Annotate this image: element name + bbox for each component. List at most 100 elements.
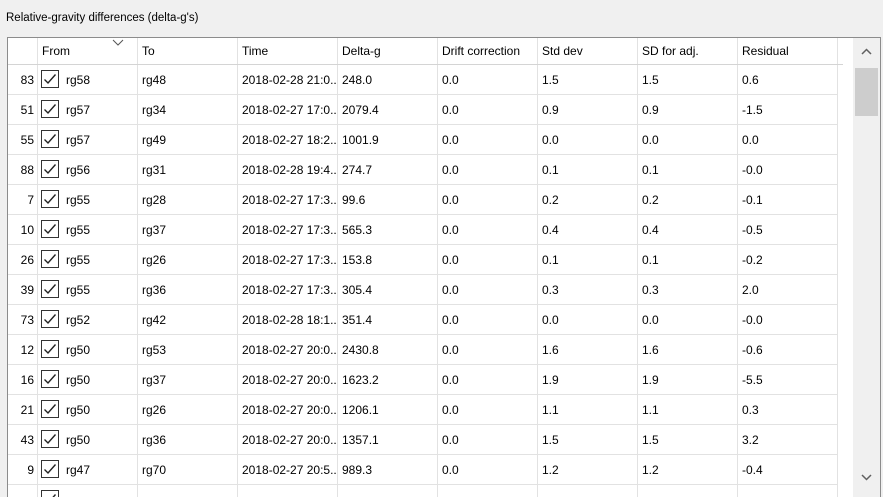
chevron-up-icon[interactable] xyxy=(853,40,880,64)
cell-drift-correction[interactable]: 0.0 xyxy=(438,155,538,185)
table-row[interactable]: 21 rg50 rg26 2018-02-27 20:0... 1206.1 0.0 1.1… xyxy=(8,395,843,425)
cell-to[interactable]: rg26 xyxy=(138,395,238,425)
table-row[interactable]: 73 rg52 rg42 2018-02-28 18:1... 351.4 0.0 0.0 0… xyxy=(8,305,843,335)
cell-drift-correction[interactable]: 0.0 xyxy=(438,125,538,155)
table-row[interactable]: 12 rg50 rg53 2018-02-27 20:0... 2430.8 0.0 1.6… xyxy=(8,335,843,365)
cell-time[interactable]: 2018-02-27 20:0... xyxy=(238,335,338,365)
cell-drift-correction[interactable]: 0.0 xyxy=(438,275,538,305)
cell-std-dev[interactable]: 0.2 xyxy=(538,185,638,215)
cell-sd-for-adj[interactable]: 0.4 xyxy=(638,215,738,245)
column-header-sd-for-adj[interactable]: SD for adj. xyxy=(638,38,738,64)
enabled-checkbox[interactable] xyxy=(41,310,59,328)
cell-sd-for-adj[interactable]: 1.6 xyxy=(638,335,738,365)
cell-delta-g[interactable]: 248.0 xyxy=(338,65,438,95)
cell-std-dev[interactable]: 0.1 xyxy=(538,155,638,185)
cell-to[interactable]: rg31 xyxy=(138,155,238,185)
cell-residual[interactable]: -5.5 xyxy=(738,365,838,395)
column-header-std-dev[interactable]: Std dev xyxy=(538,38,638,64)
enabled-checkbox[interactable] xyxy=(41,220,59,238)
cell-from[interactable]: rg52 xyxy=(38,305,138,335)
table-row[interactable]: 16 rg50 rg37 2018-02-27 20:0... 1623.2 0.0 1.9… xyxy=(8,365,843,395)
cell-drift-correction[interactable]: 0.0 xyxy=(438,215,538,245)
row-number[interactable]: 39 xyxy=(8,275,38,305)
cell-time[interactable]: 2018-02-27 17:3... xyxy=(238,215,338,245)
table-row[interactable]: 10 rg55 rg37 2018-02-27 17:3... 565.3 0.0 0.4 0… xyxy=(8,215,843,245)
cell-residual[interactable]: -0.5 xyxy=(738,215,838,245)
cell-time[interactable]: 2018-02-27 17:3... xyxy=(238,275,338,305)
cell-to[interactable]: rg34 xyxy=(138,95,238,125)
cell-sd-for-adj[interactable]: 1.5 xyxy=(638,425,738,455)
chevron-down-icon[interactable] xyxy=(853,466,880,490)
cell-to[interactable]: rg48 xyxy=(138,65,238,95)
cell-sd-for-adj[interactable]: 0.1 xyxy=(638,245,738,275)
cell-from[interactable]: rg47 xyxy=(38,455,138,485)
row-number[interactable]: 51 xyxy=(8,95,38,125)
cell-residual[interactable]: -0.4 xyxy=(738,455,838,485)
cell-delta-g[interactable]: 989.3 xyxy=(338,455,438,485)
cell-from[interactable]: rg57 xyxy=(38,95,138,125)
enabled-checkbox[interactable] xyxy=(41,430,59,448)
cell-delta-g[interactable]: 99.6 xyxy=(338,185,438,215)
cell-from[interactable]: rg58 xyxy=(38,65,138,95)
cell-residual[interactable]: -0.6 xyxy=(738,335,838,365)
cell-time[interactable]: 2018-02-28 19:4... xyxy=(238,155,338,185)
cell-residual[interactable]: 0.6 xyxy=(738,65,838,95)
cell-from[interactable]: rg50 xyxy=(38,365,138,395)
cell-delta-g[interactable]: 2430.8 xyxy=(338,335,438,365)
cell-drift-correction[interactable]: 0.0 xyxy=(438,305,538,335)
cell-sd-for-adj[interactable]: 0.2 xyxy=(638,185,738,215)
enabled-checkbox[interactable] xyxy=(41,400,59,418)
cell-to[interactable]: rg36 xyxy=(138,275,238,305)
cell-sd-for-adj[interactable]: 1.2 xyxy=(638,455,738,485)
row-number[interactable]: 83 xyxy=(8,65,38,95)
cell-time[interactable]: 2018-02-27 20:0... xyxy=(238,365,338,395)
enabled-checkbox[interactable] xyxy=(41,460,59,478)
cell-std-dev[interactable] xyxy=(538,485,638,497)
enabled-checkbox[interactable] xyxy=(41,100,59,118)
cell-delta-g[interactable]: 2079.4 xyxy=(338,95,438,125)
enabled-checkbox[interactable] xyxy=(41,70,59,88)
cell-sd-for-adj[interactable]: 1.5 xyxy=(638,65,738,95)
cell-drift-correction[interactable]: 0.0 xyxy=(438,335,538,365)
row-number[interactable]: 10 xyxy=(8,215,38,245)
row-number[interactable]: 55 xyxy=(8,125,38,155)
row-number[interactable]: 9 xyxy=(8,455,38,485)
cell-std-dev[interactable]: 1.9 xyxy=(538,365,638,395)
cell-delta-g[interactable]: 1001.9 xyxy=(338,125,438,155)
cell-std-dev[interactable]: 1.5 xyxy=(538,425,638,455)
cell-from[interactable]: rg50 xyxy=(38,425,138,455)
cell-residual[interactable]: -0.0 xyxy=(738,155,838,185)
cell-std-dev[interactable]: 0.3 xyxy=(538,275,638,305)
cell-residual[interactable]: -0.1 xyxy=(738,185,838,215)
cell-sd-for-adj[interactable]: 0.3 xyxy=(638,275,738,305)
cell-to[interactable]: rg28 xyxy=(138,185,238,215)
cell-time[interactable]: 2018-02-28 21:0... xyxy=(238,65,338,95)
cell-delta-g[interactable]: 565.3 xyxy=(338,215,438,245)
row-number[interactable]: 12 xyxy=(8,335,38,365)
cell-drift-correction[interactable]: 0.0 xyxy=(438,185,538,215)
cell-from[interactable]: rg56 xyxy=(38,155,138,185)
row-number[interactable]: 88 xyxy=(8,155,38,185)
table-row[interactable]: 88 rg56 rg31 2018-02-28 19:4... 274.7 0.0 0.1 0… xyxy=(8,155,843,185)
cell-sd-for-adj[interactable]: 1.9 xyxy=(638,365,738,395)
cell-to[interactable] xyxy=(138,485,238,497)
column-header-delta-g[interactable]: Delta-g xyxy=(338,38,438,64)
cell-to[interactable]: rg42 xyxy=(138,305,238,335)
enabled-checkbox[interactable] xyxy=(41,340,59,358)
cell-to[interactable]: rg26 xyxy=(138,245,238,275)
cell-from[interactable]: rg55 xyxy=(38,215,138,245)
cell-time[interactable]: 2018-02-27 17:0... xyxy=(238,95,338,125)
cell-from[interactable]: rg50 xyxy=(38,335,138,365)
cell-delta-g[interactable] xyxy=(338,485,438,497)
cell-std-dev[interactable]: 1.6 xyxy=(538,335,638,365)
table-row[interactable]: 26 rg55 rg26 2018-02-27 17:3... 153.8 0.0 0.1 0… xyxy=(8,245,843,275)
cell-drift-correction[interactable] xyxy=(438,485,538,497)
cell-residual[interactable]: -0.2 xyxy=(738,245,838,275)
cell-residual[interactable]: 0.0 xyxy=(738,125,838,155)
cell-residual[interactable]: -0.0 xyxy=(738,305,838,335)
cell-drift-correction[interactable]: 0.0 xyxy=(438,455,538,485)
cell-time[interactable]: 2018-02-28 18:1... xyxy=(238,305,338,335)
cell-time[interactable]: 2018-02-27 20:0... xyxy=(238,425,338,455)
enabled-checkbox[interactable] xyxy=(41,190,59,208)
cell-delta-g[interactable]: 153.8 xyxy=(338,245,438,275)
